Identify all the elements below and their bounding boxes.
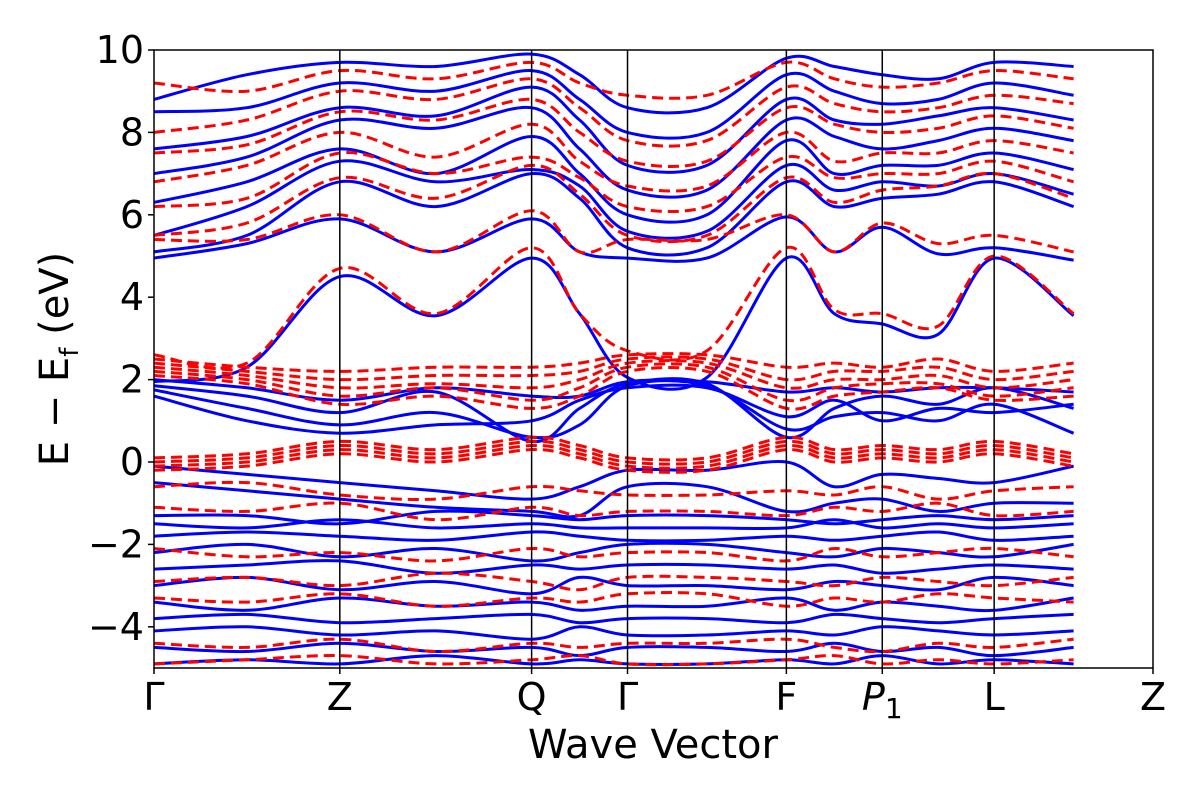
dashed-band-line-10 xyxy=(154,359,1074,390)
y-tick-label: −2 xyxy=(88,522,144,566)
dashed-band-line-16 xyxy=(154,448,1074,474)
dashed-band-line-15 xyxy=(154,443,1074,470)
y-axis-label-unit: (eV) xyxy=(32,252,78,348)
y-tick-label: 0 xyxy=(120,440,144,484)
y-tick-label: 4 xyxy=(120,275,144,319)
y-tick-label: 10 xyxy=(96,28,144,72)
y-tick-label: 8 xyxy=(120,110,144,154)
y-tick-label: 2 xyxy=(120,358,144,402)
solid-band-line-21 xyxy=(154,596,1074,613)
x-tick-label-kpoint: Γ xyxy=(617,675,638,719)
x-tick-label-kpoint: Z xyxy=(327,675,353,719)
y-axis-label-base: E − E xyxy=(32,357,78,467)
dashed-band-line-14 xyxy=(154,439,1074,466)
y-tick-label: 6 xyxy=(120,193,144,237)
kpoint-divider-lines xyxy=(339,50,995,668)
x-tick-label-kpoint: P1 xyxy=(862,675,903,725)
bands-layer xyxy=(154,52,1075,667)
x-axis-ticks: Γ Z Q Γ F P1 L Z xyxy=(143,668,1166,725)
y-tick-label: −4 xyxy=(88,605,144,649)
dashed-band-line-8 xyxy=(154,352,1074,373)
x-tick-label-kpoint: Q xyxy=(517,675,547,719)
solid-band-line-4 xyxy=(154,134,1074,224)
solid-band-line-23 xyxy=(154,625,1074,641)
y-axis-label-subscript: f xyxy=(55,347,85,357)
plot-frame xyxy=(153,49,1154,669)
dashed-band-line-0 xyxy=(154,245,1075,370)
x-tick-label-kpoint: Z xyxy=(1140,675,1166,719)
solid-band-line-19 xyxy=(154,559,1074,575)
y-axis-ticks: −4 −2 0 2 4 6 8 10 xyxy=(88,28,154,649)
solid-band-line-22 xyxy=(154,612,1074,625)
x-axis-label: Wave Vector xyxy=(528,722,779,768)
dashed-band-line-20 xyxy=(154,571,1074,592)
x-tick-label-kpoint: Γ xyxy=(143,675,164,719)
dashed-band-line-23 xyxy=(154,654,1074,667)
y-axis-label: E − Ef (eV) xyxy=(32,252,85,467)
x-tick-label-kpoint: L xyxy=(984,675,1005,719)
dashed-band-line-1 xyxy=(154,209,1074,255)
solid-band-line-17 xyxy=(154,530,1074,543)
dashed-band-line-13 xyxy=(154,435,1074,462)
x-tick-label-kpoint: F xyxy=(775,675,797,719)
